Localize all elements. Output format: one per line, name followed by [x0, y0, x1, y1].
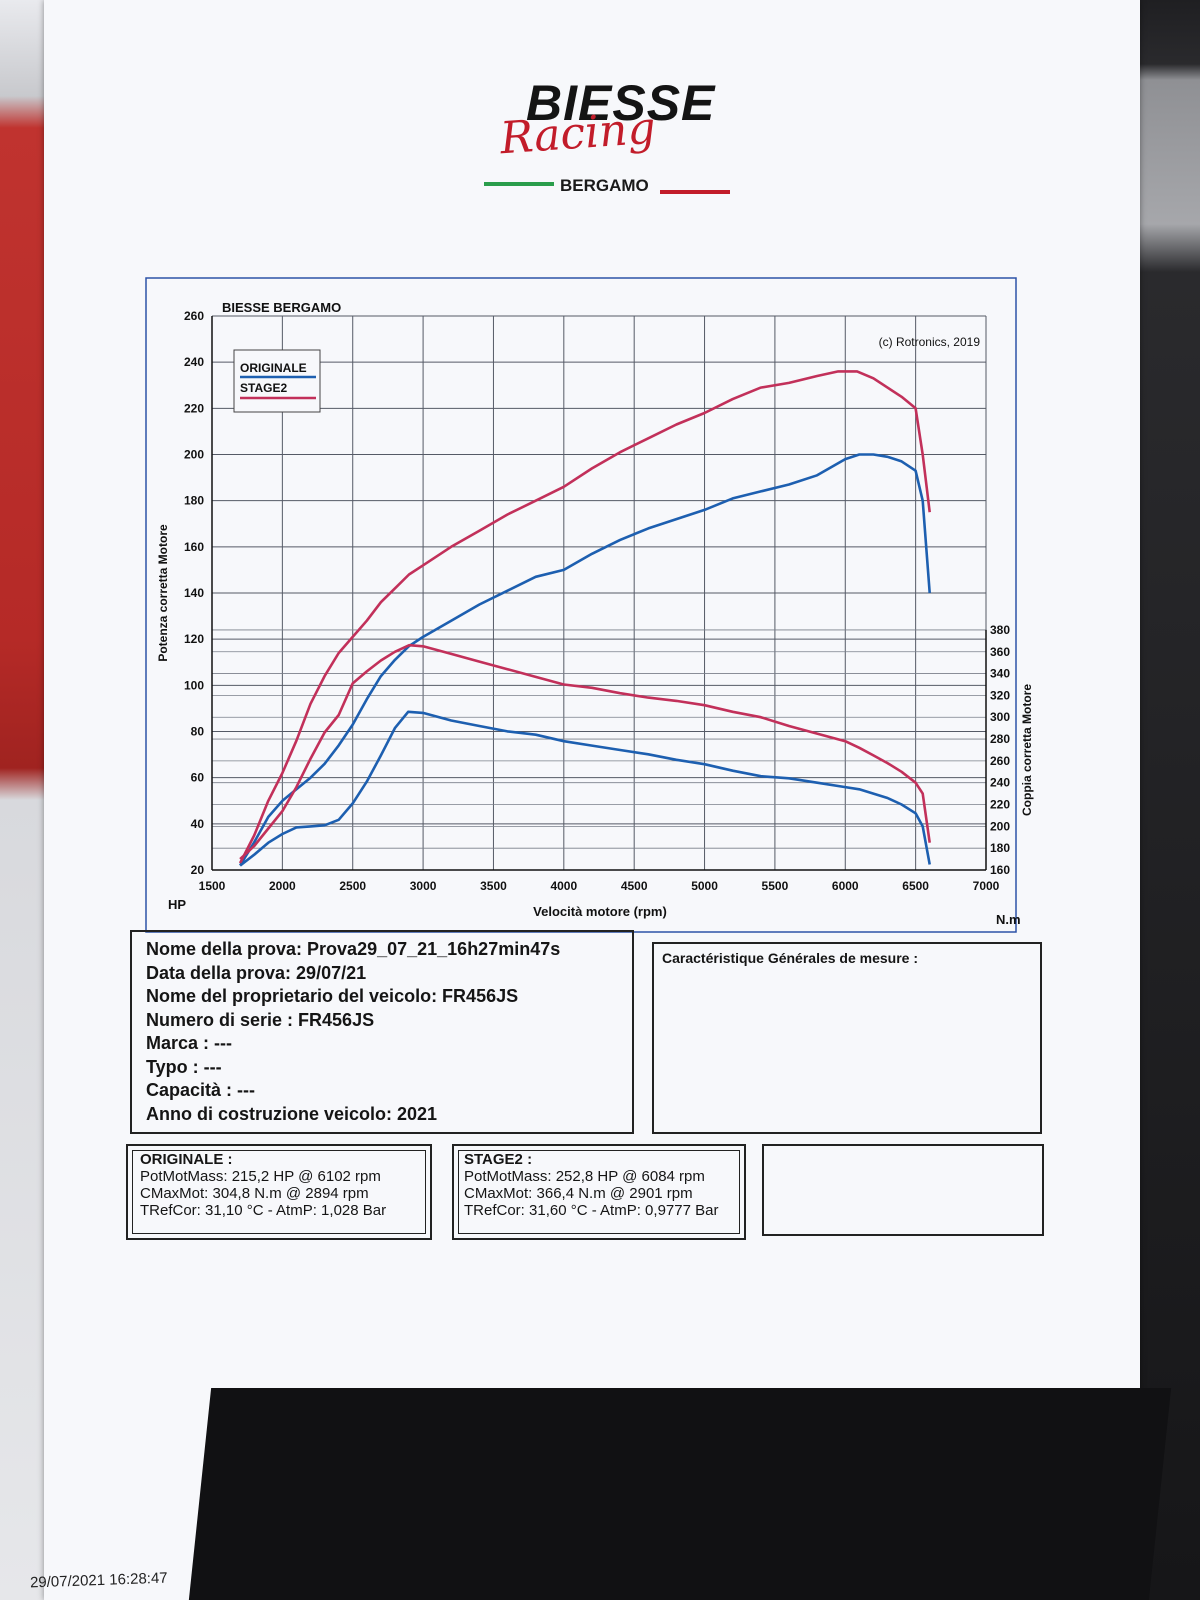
- x-tick-label: 3500: [480, 879, 507, 893]
- result-title-originale: ORIGINALE :: [140, 1151, 233, 1168]
- y-tick-label-left: 120: [184, 632, 204, 646]
- logo-green-stripe: [484, 182, 554, 186]
- series-line-stage2-power: [238, 370, 931, 864]
- series-line-stage2-torque: [239, 643, 931, 861]
- test-info-box: Nome della prova: Prova29_07_21_16h27min…: [130, 930, 634, 1134]
- chart-grid: [211, 315, 987, 871]
- chart-credit: (c) Rotronics, 2019: [879, 335, 981, 349]
- y-tick-label-right: 340: [990, 667, 1010, 681]
- test-info-line: Typo : ---: [146, 1056, 222, 1077]
- unit-left: HP: [168, 897, 186, 912]
- y-tick-label-right: 300: [990, 710, 1010, 724]
- y-tick-label-left: 80: [191, 725, 205, 739]
- result-title-stage2: STAGE2 :: [464, 1151, 533, 1168]
- logo-red-stripe: [660, 190, 730, 194]
- x-tick-label: 2500: [339, 879, 366, 893]
- y-tick-label-left: 220: [184, 401, 204, 415]
- x-tick-label: 4500: [621, 879, 648, 893]
- y-axis-label-left: Potenza corretta Motore: [156, 524, 170, 662]
- y-tick-label-right: 280: [990, 732, 1010, 746]
- biesse-logo: BIESSE Racing BERGAMO: [0, 0, 1200, 220]
- y-axis-label-right: Coppia corretta Motore: [1020, 684, 1034, 816]
- x-tick-label: 6000: [832, 879, 859, 893]
- chart-series: [238, 370, 931, 867]
- x-tick-label: 5000: [691, 879, 718, 893]
- y-tick-label-left: 100: [184, 678, 204, 692]
- result-box-originale-inner: [132, 1150, 426, 1234]
- x-tick-label: 1500: [199, 879, 226, 893]
- unit-right: N.m: [996, 912, 1021, 927]
- test-info-line: Nome del proprietario del veicolo: FR456…: [146, 986, 519, 1006]
- y-tick-label-right: 220: [990, 798, 1010, 812]
- legend: ORIGINALE STAGE2: [233, 349, 321, 413]
- test-info-line: Nome della prova: Prova29_07_21_16h27min…: [146, 939, 561, 959]
- y-tick-label-right: 260: [990, 754, 1010, 768]
- result-torque-originale: CMaxMot: 304,8 N.m @ 2894 rpm: [140, 1185, 369, 1202]
- y-tick-label-left: 60: [191, 771, 205, 785]
- y-tick-label-right: 160: [990, 863, 1010, 877]
- chart-axes: 1500 2000 2500 3000 3500 4000 4500 5000 5500 6000…: [184, 309, 1010, 893]
- logo-brand: BIESSE: [526, 75, 716, 131]
- series-line-originale-power: [238, 453, 931, 867]
- y-tick-label-right: 240: [990, 776, 1010, 790]
- legend-item-stage2: STAGE2: [240, 381, 287, 395]
- y-tick-label-left: 140: [184, 586, 204, 600]
- y-tick-label-left: 240: [184, 355, 204, 369]
- logo-city: BERGAMO: [560, 176, 649, 195]
- result-torque-stage2: CMaxMot: 366,4 N.m @ 2901 rpm: [464, 1185, 693, 1202]
- result-ambient-originale: TRefCor: 31,10 °C - AtmP: 1,028 Bar: [140, 1202, 387, 1219]
- y-tick-label-left: 260: [184, 309, 204, 323]
- y-tick-label-right: 180: [990, 841, 1010, 855]
- x-tick-label: 2000: [269, 879, 296, 893]
- clipboard: [188, 1388, 1172, 1600]
- x-tick-label: 5500: [762, 879, 789, 893]
- result-box-originale: ORIGINALE : PotMotMass: 215,2 HP @ 6102 …: [126, 1144, 432, 1240]
- series-line-originale-torque: [239, 710, 931, 867]
- y-tick-label-right: 360: [990, 645, 1010, 659]
- result-box-empty: [762, 1144, 1044, 1236]
- y-tick-label-right: 380: [990, 623, 1010, 637]
- legend-box: [233, 349, 321, 413]
- conditions-title: Caractéristique Générales de mesure :: [662, 950, 919, 966]
- result-ambient-stage2: TRefCor: 31,60 °C - AtmP: 0,9777 Bar: [464, 1202, 719, 1219]
- legend-item-originale: ORIGINALE: [240, 361, 307, 375]
- test-info-line: Marca : ---: [146, 1033, 233, 1053]
- test-info-line: Capacità : ---: [146, 1080, 256, 1100]
- x-axis-label: Velocità motore (rpm): [533, 904, 667, 919]
- x-tick-label: 7000: [973, 879, 1000, 893]
- test-info-line: Numero di serie : FR456JS: [146, 1009, 375, 1030]
- dyno-report-sheet: [44, 0, 1140, 1600]
- y-tick-label-left: 20: [191, 863, 205, 877]
- conditions-box: Caractéristique Générales de mesure :: [652, 942, 1042, 1134]
- x-tick-label: 6500: [902, 879, 929, 893]
- result-power-stage2: PotMotMass: 252,8 HP @ 6084 rpm: [464, 1168, 705, 1185]
- y-tick-label-left: 40: [191, 817, 205, 831]
- result-box-stage2: STAGE2 : PotMotMass: 252,8 HP @ 6084 rpm…: [452, 1144, 746, 1240]
- test-info-line: Anno di costruzione veicolo: 2021: [146, 1103, 438, 1124]
- chart-title: BIESSE BERGAMO: [222, 300, 341, 315]
- x-tick-label: 3000: [410, 879, 437, 893]
- chart-frame: [145, 277, 1017, 933]
- x-tick-label: 4000: [550, 879, 577, 893]
- y-tick-label-left: 200: [184, 448, 204, 462]
- y-tick-label-right: 200: [990, 819, 1010, 833]
- y-tick-label-left: 160: [184, 540, 204, 554]
- result-power-originale: PotMotMass: 215,2 HP @ 6102 rpm: [140, 1168, 381, 1185]
- y-tick-label-left: 180: [184, 494, 204, 508]
- y-tick-label-right: 320: [990, 688, 1010, 702]
- result-box-stage2-inner: [458, 1150, 740, 1234]
- test-info-line: Data della prova: 29/07/21: [146, 962, 367, 983]
